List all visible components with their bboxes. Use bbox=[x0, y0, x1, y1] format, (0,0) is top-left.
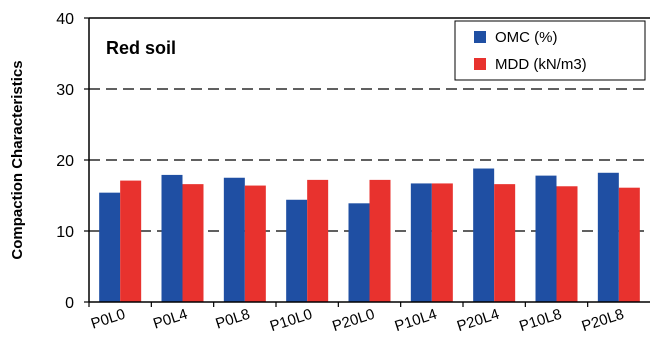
bar-mdd bbox=[307, 179, 329, 302]
bar-omc bbox=[535, 175, 557, 302]
bar-omc bbox=[348, 203, 370, 302]
x-tick-label: P0L4 bbox=[151, 306, 190, 333]
x-tick-label: P20L8 bbox=[580, 306, 627, 336]
legend-swatch-omc bbox=[474, 31, 486, 43]
chart-title: Red soil bbox=[106, 38, 176, 58]
x-tick-label: P10L4 bbox=[393, 306, 440, 336]
x-tick-labels: P0L0 P0L4 P0L8 P10L0 P20L0 P10L4 P20L4 P10L8 P20… bbox=[88, 302, 627, 336]
bar-mdd bbox=[120, 180, 142, 302]
bar-omc bbox=[223, 177, 245, 302]
legend-swatch-mdd bbox=[474, 58, 486, 70]
bar-mdd bbox=[244, 185, 266, 302]
bar-omc bbox=[410, 183, 432, 302]
x-tick-label: P10L0 bbox=[268, 306, 315, 336]
x-tick-label: P0L0 bbox=[89, 306, 128, 333]
bar-mdd bbox=[494, 184, 516, 302]
y-tick-label: 20 bbox=[56, 153, 74, 170]
bar-mdd bbox=[431, 183, 453, 302]
bar-mdd bbox=[556, 186, 578, 302]
bar-omc bbox=[473, 168, 495, 302]
y-tick-labels: 0 10 20 30 40 bbox=[56, 11, 89, 312]
bar-omc bbox=[597, 172, 619, 302]
y-tick-label: 0 bbox=[65, 295, 74, 312]
y-tick-label: 40 bbox=[56, 11, 74, 28]
y-tick-label: 10 bbox=[56, 224, 74, 241]
legend-box bbox=[454, 20, 646, 81]
bar-mdd bbox=[369, 179, 391, 302]
bar-mdd bbox=[182, 184, 204, 302]
x-tick-label: P20L0 bbox=[330, 306, 377, 336]
x-tick-label: P20L4 bbox=[455, 306, 502, 336]
y-tick-label: 30 bbox=[56, 82, 74, 99]
bar-mdd bbox=[618, 187, 640, 302]
legend-label-omc: OMC (%) bbox=[495, 29, 558, 46]
x-tick-label: P10L8 bbox=[517, 306, 564, 336]
bar-omc bbox=[161, 174, 183, 302]
bar-omc bbox=[286, 199, 308, 302]
legend-label-mdd: MDD (kN/m3) bbox=[495, 56, 587, 73]
x-tick-label: P0L8 bbox=[213, 306, 252, 333]
bar-omc bbox=[99, 192, 121, 302]
legend: OMC (%) MDD (kN/m3) bbox=[454, 20, 646, 81]
bars bbox=[99, 168, 640, 302]
y-axis-label: Compaction Characteristics bbox=[9, 60, 26, 259]
